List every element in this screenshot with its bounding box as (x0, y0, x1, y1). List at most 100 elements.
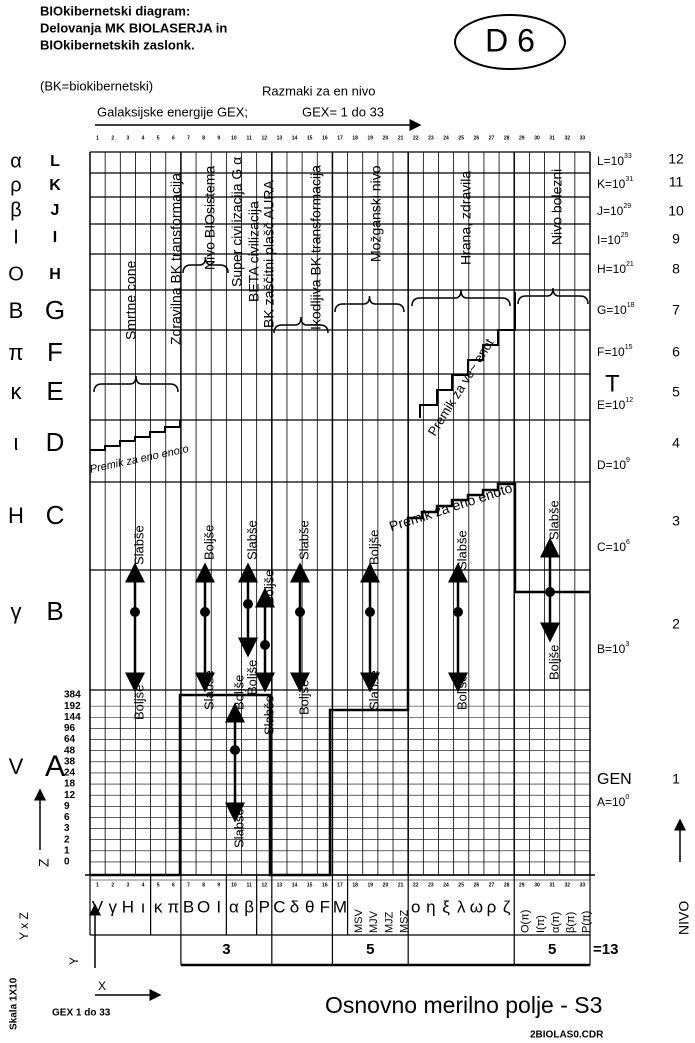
level-power: F=1015 (597, 344, 633, 359)
level-nivo: 8 (672, 261, 680, 277)
bottom-symbol: ζ (503, 897, 511, 916)
level-letter: I (53, 229, 57, 246)
footer-z: Z (36, 858, 52, 867)
axis-caption: Razmaki za en nivo (262, 83, 375, 98)
level-power: B=103 (597, 641, 629, 656)
a-scale-label: 144 (64, 712, 81, 723)
bottom-symbol: δ (290, 897, 299, 916)
power-base: D=10 (597, 458, 626, 472)
zone-label: Ikodljiva BK transformacija (308, 165, 324, 330)
column-number: 17 (337, 135, 343, 141)
bottom-symbol: η (426, 897, 435, 916)
bottom-symbol: ο (411, 897, 420, 916)
level-nivo: 3 (672, 513, 680, 529)
a-scale-label: 6 (64, 812, 70, 823)
zone-label: Možganski nivo (368, 165, 384, 262)
column-number: 2 (111, 882, 114, 888)
direction-dot (545, 587, 555, 597)
power-exponent: 21 (626, 261, 634, 268)
power-base: K=10 (597, 177, 626, 191)
level-greek: V (9, 754, 24, 779)
a-scale-label: 38 (64, 756, 76, 767)
column-number: 21 (398, 135, 404, 141)
column-number: 31 (549, 882, 555, 888)
column-number: 19 (368, 135, 374, 141)
zone-label: BK zaščitni plašč AURA (261, 180, 277, 328)
axis-range: GEX= 1 do 33 (302, 104, 384, 119)
level-nivo: 6 (672, 344, 680, 360)
level-mark: GEN (597, 771, 632, 788)
zone-label: Nivo bolezni (549, 169, 565, 245)
badge: D 6 (485, 22, 535, 58)
column-number: 13 (277, 882, 283, 888)
column-number: 1 (96, 135, 99, 141)
a-scale-label: 9 (64, 801, 70, 812)
bottom-symbol: F (320, 897, 330, 916)
level-greek: π (8, 340, 23, 365)
footer-gex: GEX 1 do 33 (52, 1008, 111, 1019)
bottom-symbol: λ (457, 897, 466, 916)
column-number: 14 (292, 135, 298, 141)
power-base: I=10 (597, 233, 621, 247)
level-letter: H (49, 266, 61, 283)
power-exponent: 12 (625, 397, 633, 404)
direction-dot (453, 607, 463, 617)
column-number: 13 (277, 135, 283, 141)
column-number: 11 (246, 135, 252, 141)
title-line: BIOkibernetskih zaslonk. (40, 37, 195, 52)
level-nivo: 4 (672, 435, 680, 451)
shift-label: Premik za ve~ enot (425, 335, 497, 438)
power-base: H=10 (597, 262, 626, 276)
level-letter: F (47, 337, 63, 367)
footer-nivo: NIVO (676, 901, 692, 935)
level-nivo: 12 (668, 151, 684, 167)
bottom-symbol: β(π) (565, 912, 577, 933)
column-number: 6 (172, 135, 175, 141)
level-greek: β (10, 199, 22, 221)
column-number: 25 (458, 135, 464, 141)
power-exponent: 15 (625, 344, 633, 351)
level-letter: C (46, 500, 65, 530)
column-number: 4 (142, 135, 145, 141)
title-line: Delovanja MK BIOLASERJA in (40, 20, 227, 35)
column-number: 8 (202, 882, 205, 888)
column-number: 5 (157, 882, 160, 888)
footer-y: Y (67, 957, 81, 965)
bottom-symbol: α (229, 897, 239, 916)
direction-label: Slabše (231, 808, 246, 848)
bottom-symbol: O (197, 897, 210, 916)
level-mark: T (605, 370, 620, 397)
bottom-symbol: α(π) (550, 912, 562, 933)
bottom-symbol: I (216, 897, 221, 916)
column-number: 22 (413, 135, 419, 141)
bottom-symbol: B (183, 897, 194, 916)
column-number: 16 (322, 135, 328, 141)
bottom-symbol: MSV (353, 909, 365, 934)
column-number: 27 (489, 135, 495, 141)
bottom-symbol: ρ (487, 897, 497, 916)
column-number: 29 (519, 135, 525, 141)
column-number: 24 (443, 135, 449, 141)
level-greek: α (10, 150, 22, 172)
column-number: 7 (187, 882, 190, 888)
level-power: I=1025 (597, 232, 629, 247)
brace (93, 375, 179, 393)
d-staircase (90, 420, 181, 451)
level-nivo: 9 (672, 231, 680, 247)
zone-label: Nivo BIOsistema (202, 166, 218, 270)
column-number: 23 (428, 882, 434, 888)
level-letter: B (46, 596, 63, 626)
level-greek: ρ (10, 174, 21, 196)
direction-label: Boljše (231, 675, 246, 710)
a-scale-label: 2 (64, 834, 70, 845)
column-number: 26 (474, 135, 480, 141)
bottom-symbol: ι (141, 897, 145, 916)
note: (BK=biokibernetski) (40, 78, 153, 93)
a-scale-label: 18 (64, 779, 76, 790)
bottom-symbol: P(π) (580, 911, 592, 933)
footer-scale: Skala 1X10 (9, 977, 20, 1030)
a-scale-label: 96 (64, 723, 76, 734)
brace (334, 295, 405, 313)
ef-staircase (419, 292, 516, 418)
level-letter: D (46, 427, 65, 457)
